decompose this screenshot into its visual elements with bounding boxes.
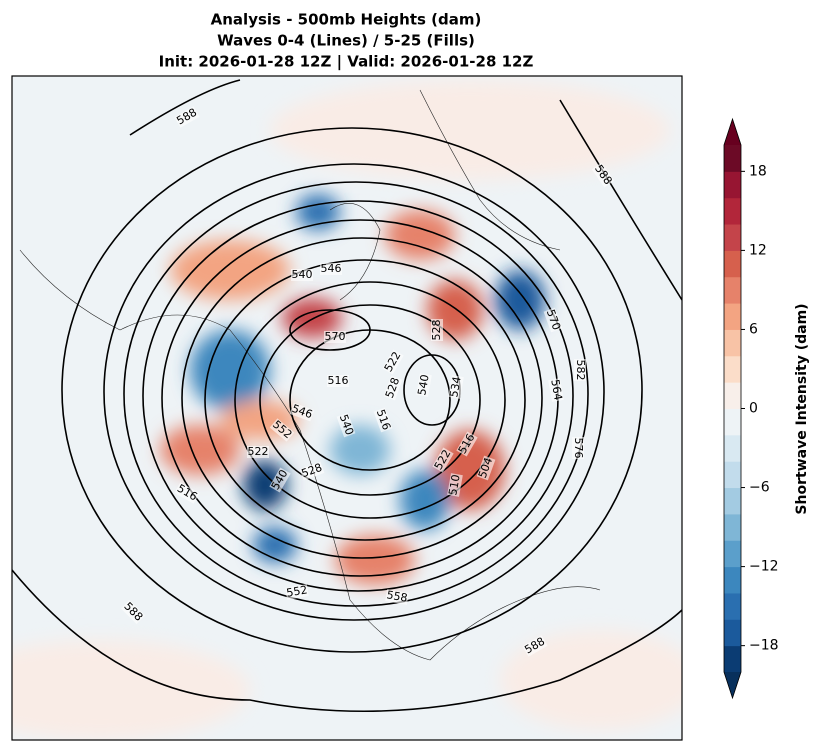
colorbar-tick-label: 12: [749, 242, 767, 258]
colorbar-band: [724, 171, 741, 199]
colorbar-band: [724, 276, 741, 304]
colorbar-band: [724, 303, 741, 330]
contour-label-bg: [431, 319, 443, 341]
contour-label-bg: [373, 407, 393, 433]
contour-label-bg: [324, 331, 346, 343]
contour-label-bg: [522, 635, 548, 657]
contour-label: 510: [446, 473, 462, 496]
contour-label: 582: [574, 360, 587, 381]
coastlines: [19, 89, 601, 661]
contour-label-bg: [574, 359, 586, 381]
contour-label-bg: [383, 375, 403, 401]
title-line: Waves 0-4 (Lines) / 5-25 (Fills): [217, 32, 475, 50]
contour-label: 516: [328, 374, 349, 387]
colorbar-band: [724, 355, 741, 383]
contour-label-bg: [548, 378, 564, 402]
contour-label-bg: [285, 584, 309, 600]
contour-label-bg: [416, 373, 432, 397]
colorbar-tick-label: 18: [749, 163, 767, 179]
colorbar-band: [724, 382, 741, 409]
contour-label-bg: [269, 467, 291, 493]
colorbar-outline: [723, 117, 742, 700]
colorbar-band: [724, 224, 741, 251]
colorbar-tick-label: 6: [749, 321, 758, 337]
contour-label-bg: [269, 418, 295, 442]
colorbar-band: [724, 434, 741, 462]
contour-label-bg: [432, 447, 454, 473]
contour-label: 558: [386, 588, 409, 604]
contour-label: 570: [325, 330, 346, 343]
colorbar-band: [724, 461, 741, 489]
title-line: Analysis - 500mb Heights (dam): [211, 11, 482, 29]
colorbar-tick-label: −6: [749, 480, 770, 496]
colorbar-band: [724, 645, 741, 673]
colorbar-band: [724, 145, 741, 172]
colorbar-band: [724, 250, 741, 278]
map-background: [12, 76, 682, 740]
colorbar-extend-low: [724, 672, 741, 698]
colorbar-tick-label: −12: [749, 559, 779, 575]
contour-label-bg: [456, 431, 478, 457]
contour-label-bg: [543, 307, 563, 333]
contour-label-bg: [327, 375, 349, 387]
colorbar-band: [724, 197, 741, 225]
contour-label-bg: [385, 589, 409, 605]
contour-label: 540: [415, 373, 431, 396]
contour-label: 522: [248, 445, 269, 458]
colorbar-label: Shortwave Intensity (dam): [794, 303, 810, 514]
colorbar-extend-high: [724, 119, 741, 145]
contour-label-bg: [382, 349, 404, 375]
contour-label-bg: [572, 437, 584, 459]
colorbar-band: [724, 513, 741, 541]
contour-label-bg: [476, 455, 496, 481]
contour-label: 534: [447, 375, 463, 398]
fills: [12, 80, 682, 740]
colorbar-tick-label: 0: [749, 401, 758, 417]
contour-label-bg: [299, 461, 325, 481]
contour-label-bg: [174, 482, 200, 504]
colorbar-band: [724, 408, 741, 436]
contour-label: 576: [572, 438, 585, 459]
title-line: Init: 2026-01-28 12Z | Valid: 2026-01-28…: [159, 53, 534, 72]
height-contours: [12, 79, 682, 713]
colorbar-band: [724, 540, 741, 568]
contour-label-bg: [120, 599, 146, 625]
map-frame: [11, 75, 683, 741]
contour-label-bg: [591, 162, 615, 188]
colorbar-band: [724, 487, 741, 515]
colorbar-band: [724, 619, 741, 647]
contour-label-bg: [447, 473, 463, 497]
contour-label: 552: [285, 583, 308, 599]
colorbar-band: [724, 566, 741, 594]
contour-label-bg: [247, 446, 269, 458]
contour-label: 546: [321, 262, 342, 275]
contour-label-bg: [174, 106, 200, 128]
contour-label: 540: [292, 268, 313, 281]
colorbar: −18 −12 −6 0 6 12 18: [723, 117, 779, 700]
contour-label: 528: [430, 320, 443, 341]
colorbar-band: [724, 329, 741, 357]
contour-label-bg: [448, 375, 464, 399]
contour-label: 564: [548, 378, 564, 401]
contour-label-bg: [289, 402, 315, 422]
contour-label-bg: [320, 263, 342, 275]
contour-label-bg: [291, 269, 313, 281]
contour-label-bg: [336, 412, 356, 438]
colorbar-band: [724, 592, 741, 620]
colorbar-tick-label: −18: [749, 638, 779, 654]
